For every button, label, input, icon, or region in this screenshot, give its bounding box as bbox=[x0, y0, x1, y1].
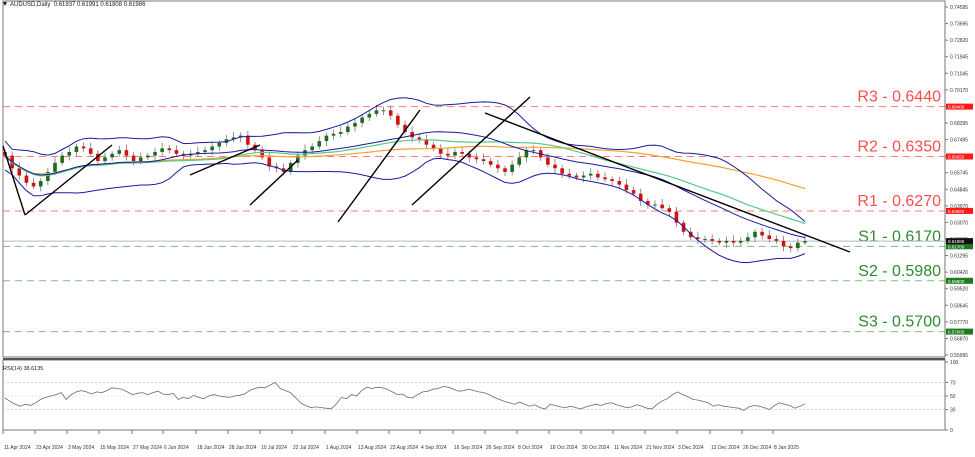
y-axis-tick-label: 0.63970 bbox=[950, 204, 968, 210]
trendline[interactable] bbox=[337, 109, 421, 223]
moving-average-green bbox=[4, 139, 806, 225]
bollinger-upper bbox=[4, 97, 806, 222]
x-axis-tick-label: 6 Jun 2024 bbox=[164, 445, 189, 451]
level-label-r1: R1 - 0.6270 bbox=[857, 193, 941, 210]
rsi-line bbox=[4, 381, 806, 411]
x-axis-tick-label: 3 May 2024 bbox=[68, 445, 94, 451]
price-pane bbox=[2, 0, 946, 358]
chart-header: AUDUSD,Daily 0.61937 0.61991 0.61808 0.6… bbox=[3, 2, 145, 8]
x-axis-tick-label: 28 Jun 2024 bbox=[229, 445, 257, 451]
symbol-label: AUDUSD,Daily bbox=[10, 2, 51, 8]
trendline[interactable] bbox=[189, 144, 261, 176]
ohlc-values: 0.61937 0.61991 0.61808 0.61986 bbox=[53, 2, 146, 8]
level-label-s1: S1 - 0.6170 bbox=[858, 228, 941, 245]
y-axis-tick-label: 0.59520 bbox=[950, 287, 968, 293]
rsi-axis-tick-label: 50 bbox=[950, 394, 956, 400]
y-axis-tick-label: 0.65745 bbox=[950, 171, 968, 177]
trendline[interactable] bbox=[249, 159, 299, 206]
level-axis-tag: 0.66650 bbox=[948, 155, 965, 160]
rsi-pane bbox=[2, 359, 946, 431]
x-axis-tick-label: 23 Aug 2024 bbox=[390, 445, 418, 451]
x-axis-tick-label: 11 Apr 2024 bbox=[4, 445, 31, 451]
x-axis-tick-label: 27 May 2024 bbox=[133, 445, 162, 451]
x-axis-tick-label: 13 Dec 2024 bbox=[711, 445, 740, 451]
y-axis-tick-label: 0.60420 bbox=[950, 270, 968, 276]
bollinger-lower bbox=[4, 157, 806, 264]
y-axis-tick-label: 0.71045 bbox=[950, 71, 968, 77]
level-axis-tag: 0.69400 bbox=[948, 105, 965, 110]
y-axis-tick-label: 0.61295 bbox=[950, 254, 968, 260]
rsi-axis-tick-label: 0 bbox=[950, 428, 953, 434]
y-axis-tick-label: 0.68395 bbox=[950, 121, 968, 127]
level-label-r2: R2 - 0.6350 bbox=[857, 139, 941, 156]
y-axis-tick-label: 0.55995 bbox=[950, 353, 968, 359]
rsi-header: RSI(14) 38.6135 bbox=[3, 366, 44, 372]
y-axis-tick-label: 0.56870 bbox=[950, 336, 968, 342]
trendline[interactable] bbox=[2, 145, 26, 216]
level-axis-tag: 0.63650 bbox=[948, 209, 965, 214]
x-axis-tick-label: 26 Sep 2024 bbox=[486, 445, 515, 451]
rsi-axis-tick-label: 100 bbox=[950, 360, 959, 366]
trendline[interactable] bbox=[411, 96, 531, 206]
x-axis-tick-label: 8 Oct 2024 bbox=[518, 445, 543, 451]
y-axis-tick-label: 0.74595 bbox=[950, 5, 968, 11]
x-axis-tick-label: 11 Nov 2024 bbox=[614, 445, 642, 451]
current-price-tag: 0.61986 bbox=[948, 239, 965, 244]
rsi-axis-tick-label: 30 bbox=[950, 408, 956, 414]
y-axis-tick-label: 0.73695 bbox=[950, 22, 968, 28]
x-axis-tick-label: 21 Nov 2024 bbox=[646, 445, 675, 451]
x-axis-tick-label: 8 Jan 2025 bbox=[774, 445, 799, 451]
x-axis-tick-label: 18 Jun 2024 bbox=[197, 445, 225, 451]
rsi-axis-tick-label: 70 bbox=[950, 380, 956, 386]
y-axis-tick-label: 0.64845 bbox=[950, 187, 968, 193]
x-axis-tick-label: 3 Dec 2024 bbox=[678, 445, 704, 451]
level-axis-tag: 0.61700 bbox=[948, 244, 965, 249]
trendline[interactable] bbox=[484, 112, 851, 253]
x-axis-tick-label: 10 Jul 2024 bbox=[261, 445, 287, 451]
x-axis-tick-label: 13 Aug 2024 bbox=[358, 445, 386, 451]
level-label-s3: S3 - 0.5700 bbox=[858, 314, 941, 331]
y-axis-tick-label: 0.57770 bbox=[950, 320, 968, 326]
y-axis-tick-label: 0.70170 bbox=[950, 88, 968, 94]
y-axis-tick-label: 0.67495 bbox=[950, 138, 968, 144]
x-axis-tick-label: 15 May 2024 bbox=[100, 445, 129, 451]
y-axis-tick-label: 0.58645 bbox=[950, 303, 968, 309]
x-axis-tick-label: 23 Apr 2024 bbox=[36, 445, 63, 451]
level-label-s2: S2 - 0.5980 bbox=[858, 263, 941, 280]
dropdown-triangle-icon[interactable] bbox=[3, 2, 7, 7]
x-axis-tick-label: 22 Jul 2024 bbox=[293, 445, 319, 451]
x-axis-tick-label: 18 Oct 2024 bbox=[550, 445, 577, 451]
y-axis-tick-label: 0.63070 bbox=[950, 220, 968, 226]
level-axis-tag: 0.57000 bbox=[948, 330, 965, 335]
x-axis-tick-label: 26 Dec 2024 bbox=[743, 445, 772, 451]
x-axis-tick-label: 4 Sep 2024 bbox=[421, 445, 447, 451]
trendline[interactable] bbox=[24, 144, 113, 216]
x-axis-tick-label: 1 Aug 2024 bbox=[326, 445, 352, 451]
x-axis-tick-label: 16 Sep 2024 bbox=[454, 445, 483, 451]
y-axis-tick-label: 0.71945 bbox=[950, 55, 968, 61]
x-axis-tick-label: 30 Oct 2024 bbox=[582, 445, 609, 451]
level-axis-tag: 0.59800 bbox=[948, 279, 965, 284]
y-axis-tick-label: 0.72820 bbox=[950, 38, 968, 44]
level-label-r3: R3 - 0.6440 bbox=[857, 89, 941, 106]
